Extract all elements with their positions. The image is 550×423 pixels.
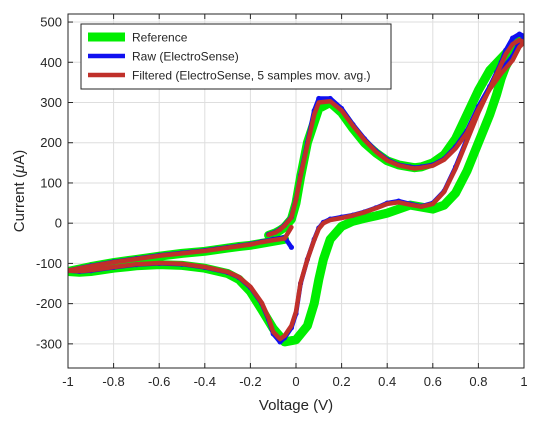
- x-tick-label: 0.2: [333, 374, 351, 389]
- raw-data-point: [316, 95, 322, 102]
- x-tick-label: 0: [292, 374, 299, 389]
- y-axis-label: Current (μA): [11, 150, 28, 232]
- y-tick-label: 500: [40, 15, 62, 30]
- y-tick-label: 400: [40, 55, 62, 70]
- x-tick-label: 0.8: [469, 374, 487, 389]
- legend-label: Reference: [132, 31, 188, 45]
- raw-data-point: [521, 33, 524, 39]
- x-tick-label: -0.8: [102, 374, 124, 389]
- legend-label: Filtered (ElectroSense, 5 samples mov. a…: [132, 69, 371, 83]
- x-tick-label: 0.6: [424, 374, 442, 389]
- raw-data-point: [509, 35, 516, 41]
- y-tick-label: -300: [36, 336, 62, 351]
- series-lines: [68, 31, 524, 347]
- x-tick-label: 0.4: [378, 374, 396, 389]
- x-tick-label: -1: [62, 374, 74, 389]
- y-tick-label: -200: [36, 296, 62, 311]
- x-tick-label: -0.2: [239, 374, 261, 389]
- legend-label: Raw (ElectroSense): [132, 50, 239, 64]
- x-axis-label: Voltage (V): [259, 397, 333, 414]
- legend: Reference Raw (ElectroSense) Filtered (Ele…: [80, 23, 392, 90]
- x-tick-label: 1: [520, 374, 527, 389]
- y-tick-label: 300: [40, 95, 62, 110]
- y-axis-label-suffix: A): [11, 150, 28, 165]
- y-tick-label: 100: [40, 175, 62, 190]
- y-tick-label: 0: [55, 216, 62, 231]
- legend-box: [80, 23, 392, 90]
- y-axis-label-mu: μ: [11, 165, 28, 174]
- axis-ticks: -1 -0.8 -0.6 -0.4 -0.2 0 0.2 0.4 0.6 0.8 1 -300 -200…: [36, 14, 528, 389]
- y-tick-label: -100: [36, 256, 62, 271]
- y-axis-label-prefix: Current (: [11, 173, 28, 232]
- x-tick-label: -0.4: [194, 374, 216, 389]
- raw-data-point: [288, 244, 295, 250]
- raw-data-point: [516, 31, 523, 37]
- x-tick-label: -0.6: [148, 374, 170, 389]
- y-tick-label: 200: [40, 135, 62, 150]
- series-line-filtered-electrosense-5-samples-mov-avg: [68, 37, 524, 342]
